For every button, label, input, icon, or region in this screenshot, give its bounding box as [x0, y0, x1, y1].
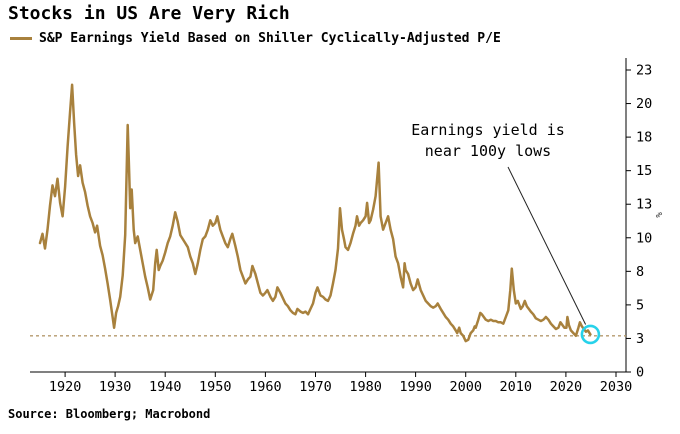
- legend-line-swatch: [10, 37, 32, 40]
- y-tick-label: 18: [636, 130, 652, 146]
- legend: S&P Earnings Yield Based on Shiller Cycl…: [10, 31, 501, 46]
- source-note: Source: Bloomberg; Macrobond: [8, 407, 211, 421]
- page-title: Stocks in US Are Very Rich: [8, 3, 290, 24]
- x-tick-label: 2030: [600, 379, 633, 395]
- y-tick-label: 13: [636, 197, 652, 213]
- x-tick-label: 1940: [149, 379, 182, 395]
- earnings-yield-line: [38, 83, 592, 343]
- y-tick-label: 20: [636, 96, 652, 112]
- x-tick-label: 2010: [500, 379, 533, 395]
- y-axis-unit-label: %: [655, 212, 665, 218]
- legend-label: S&P Earnings Yield Based on Shiller Cycl…: [39, 31, 501, 46]
- x-tick-label: 1970: [299, 379, 332, 395]
- y-tick-label: 15: [636, 163, 652, 179]
- x-tick-label: 1990: [399, 379, 432, 395]
- x-tick-label: 1920: [49, 379, 82, 395]
- highlight-ring: [580, 324, 601, 345]
- x-tick-label: 1960: [249, 379, 282, 395]
- x-tick-label: 1980: [349, 379, 382, 395]
- y-tick-label: 5: [636, 297, 644, 313]
- annotation-pointer-line: [507, 166, 587, 325]
- y-tick-label: 0: [636, 365, 644, 381]
- x-tick-label: 1930: [99, 379, 132, 395]
- x-tick-label: 2020: [550, 379, 583, 395]
- y-tick-label: 23: [636, 63, 652, 79]
- y-tick-label: 8: [636, 264, 644, 280]
- x-tick-label: 1950: [199, 379, 232, 395]
- y-tick-label: 10: [636, 230, 652, 246]
- y-tick-label: 3: [636, 331, 644, 347]
- x-tick-label: 2000: [449, 379, 482, 395]
